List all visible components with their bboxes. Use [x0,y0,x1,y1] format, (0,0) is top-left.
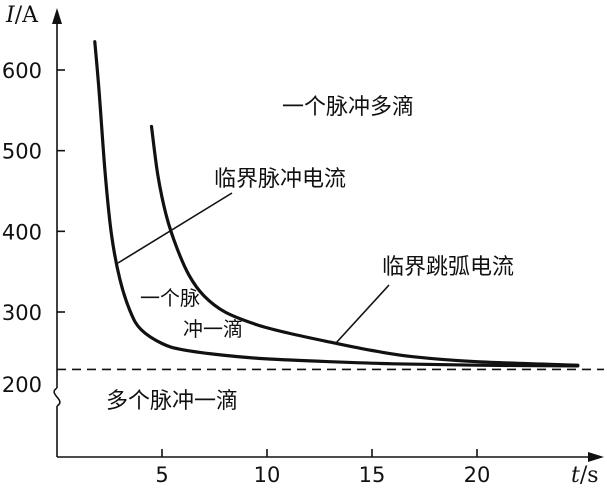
y-tick-label-300: 300 [2,301,42,325]
annotation-one-pulse-line2: 冲一滴 [183,317,243,341]
x-axis-label-var: t [571,463,580,488]
y-axis-label-unit: /A [15,3,39,28]
annotation-multi-drop: 一个脉冲多滴 [282,95,414,120]
critical-arc-current-curve [149,124,580,367]
y-axis-label-var: I [5,3,16,28]
annotation-critical-arc-current: 临界跳弧电流 [382,255,514,280]
annotation-one-pulse-line1: 一个脉 [140,286,200,310]
annotation-critical-pulse-current: 临界脉冲电流 [214,167,346,192]
x-tick-label-5: 5 [155,463,168,487]
y-axis-break [53,387,61,407]
tick-group: 5 10 15 20 200 300 400 500 600 [2,59,490,487]
annotation-multi-pulse-one-drop: 多个脉冲一滴 [106,389,238,414]
y-tick-label-600: 600 [2,59,42,83]
series-group [57,40,604,371]
leader-line-critical-arc [335,284,390,344]
x-tick-label-15: 15 [359,463,386,487]
x-tick-label-20: 20 [464,463,491,487]
y-axis-label: I/A [5,3,39,28]
y-tick-label-400: 400 [2,220,42,244]
x-axis-arrow [588,452,604,462]
x-axis-label: t/s [571,463,599,488]
y-axis-arrow [52,8,62,24]
leader-line-critical-pulse [117,192,233,264]
x-tick-label-10: 10 [254,463,281,487]
y-tick-label-500: 500 [2,140,42,164]
x-axis-label-unit: /s [580,463,599,488]
y-tick-label-200: 200 [2,373,42,397]
critical-pulse-current-curve [93,40,580,368]
